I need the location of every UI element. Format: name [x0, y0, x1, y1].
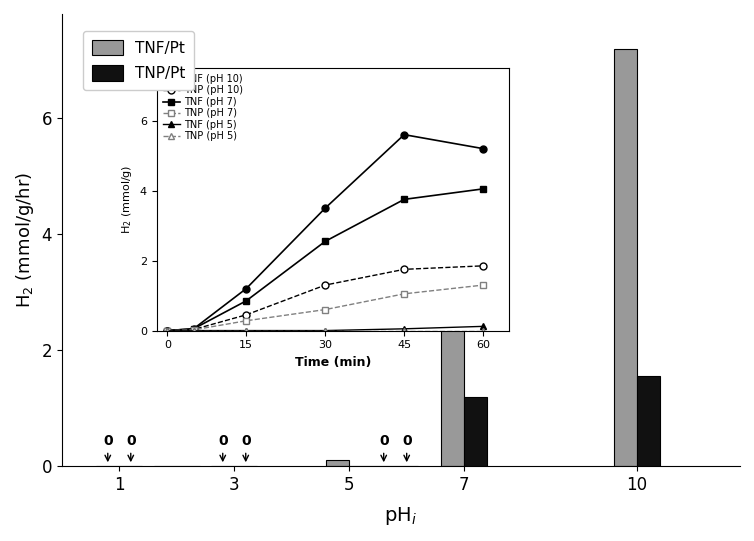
Bar — [636, 377, 660, 466]
Bar — [614, 49, 636, 466]
Text: 0: 0 — [126, 434, 136, 461]
Text: 0: 0 — [379, 434, 388, 461]
Text: 0: 0 — [402, 434, 412, 461]
X-axis label: pH$_i$: pH$_i$ — [385, 505, 418, 527]
Bar — [326, 460, 349, 466]
Legend: TNF/Pt, TNP/Pt: TNF/Pt, TNP/Pt — [83, 31, 195, 90]
Bar — [441, 194, 464, 466]
Text: 0: 0 — [241, 434, 250, 461]
Text: 0: 0 — [103, 434, 112, 461]
Y-axis label: H$_2$ (mmol/g/hr): H$_2$ (mmol/g/hr) — [14, 172, 36, 308]
Text: 0: 0 — [218, 434, 228, 461]
Bar — [464, 397, 487, 466]
